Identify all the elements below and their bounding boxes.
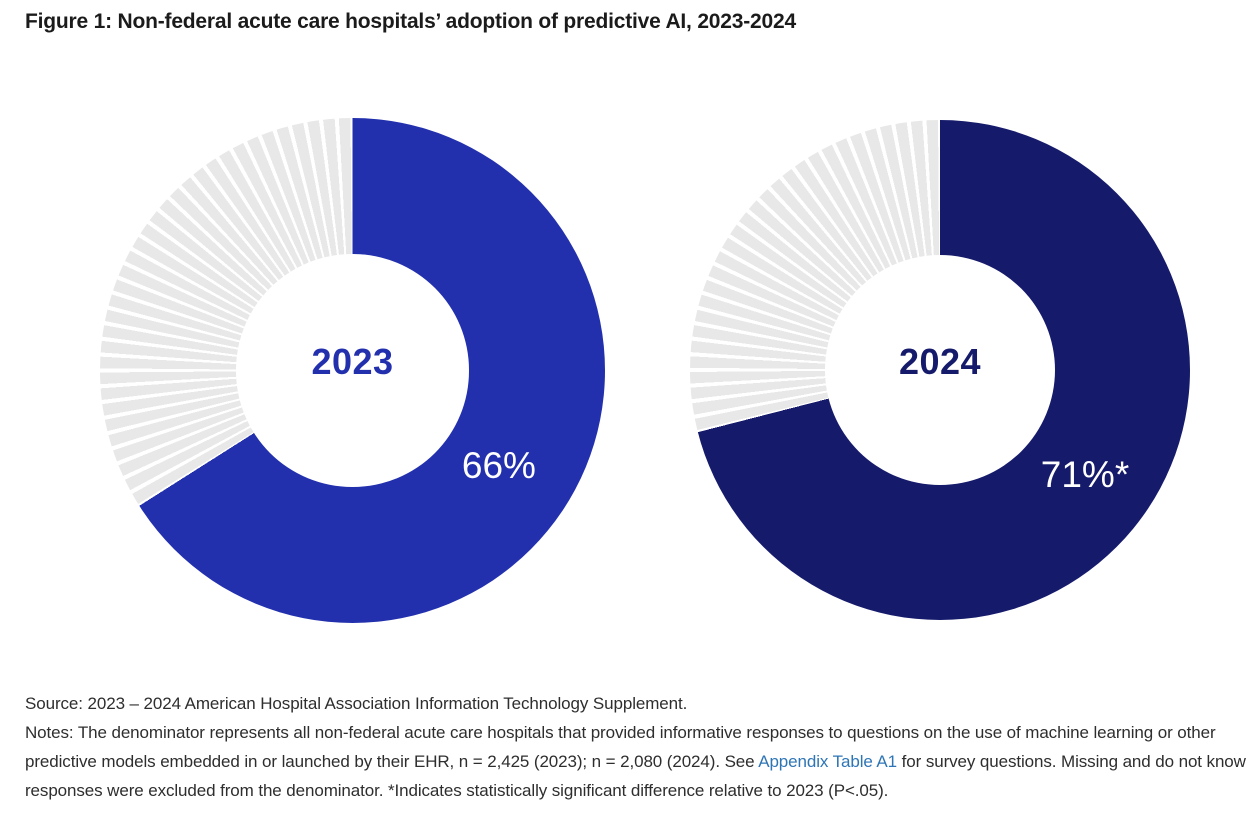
notes-line-2: predictive models embedded in or launche… — [25, 747, 1246, 776]
notes-line-1: Notes: The denominator represents all no… — [25, 723, 1216, 742]
notes-line-2-before-link: predictive models embedded in or launche… — [25, 752, 759, 771]
figure-title: Figure 1: Non-federal acute care hospita… — [25, 10, 796, 33]
donut-value-label: 66% — [461, 445, 536, 487]
footnote-block: Source: 2023 – 2024 American Hospital As… — [25, 689, 1246, 805]
donut-hole-2024: 2024 — [825, 255, 1055, 485]
donut-chart-2024: 2024 71%* — [690, 120, 1190, 620]
notes-line-3: responses were excluded from the denomin… — [25, 781, 889, 800]
donut-chart-2023: 2023 66% — [100, 118, 605, 623]
appendix-table-a1-link[interactable]: Appendix Table A1 — [758, 752, 898, 771]
donut-value-label: 71%* — [1040, 454, 1130, 495]
donut-year-label: 2023 — [311, 341, 394, 383]
notes-line-2-after-link: for survey questions. Missing and do not… — [897, 752, 1246, 771]
donut-hole-2023: 2023 — [236, 254, 469, 487]
donut-year-label: 2024 — [898, 341, 982, 382]
source-note: Source: 2023 – 2024 American Hospital As… — [25, 694, 688, 713]
